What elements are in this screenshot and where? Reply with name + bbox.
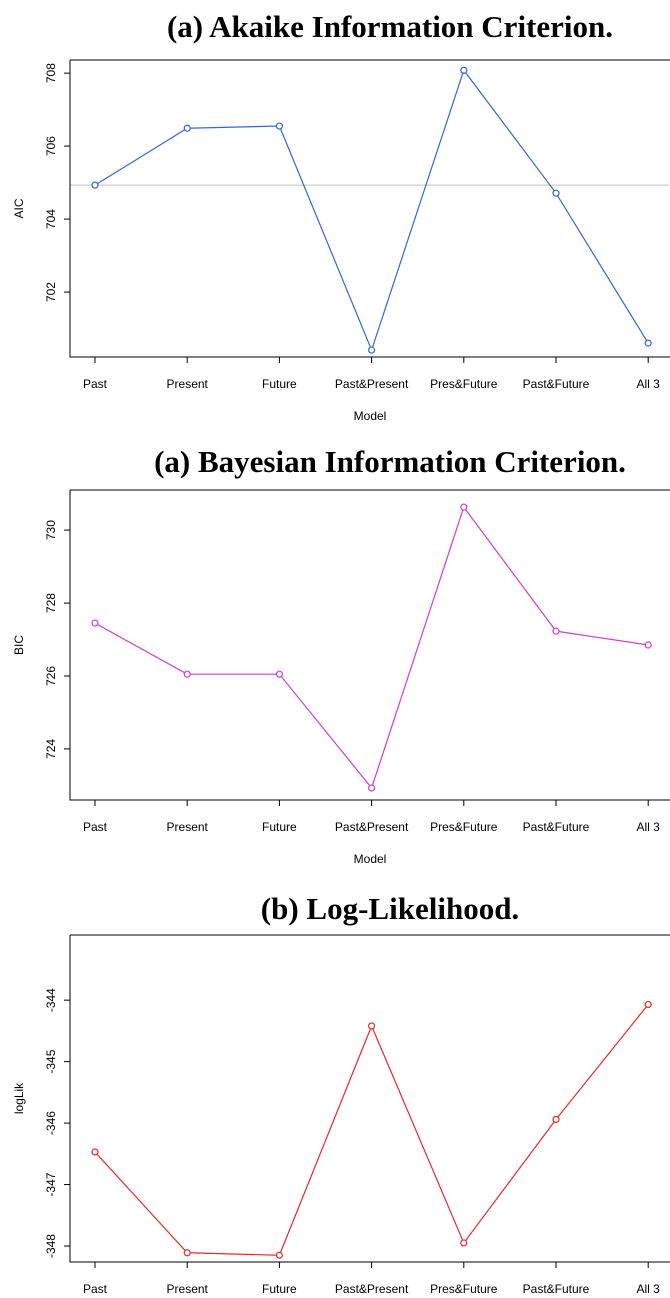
data-point xyxy=(368,346,376,354)
data-point xyxy=(91,1148,99,1156)
data-point xyxy=(91,619,99,627)
data-point xyxy=(275,1251,283,1259)
x-tick-label: Future xyxy=(262,377,297,391)
x-tick-label: Past&Present xyxy=(335,820,409,834)
x-tick-label: All 3 xyxy=(637,820,661,834)
y-tick-label: -347 xyxy=(44,1172,58,1196)
y-tick-label: -346 xyxy=(44,1111,58,1135)
data-point xyxy=(552,627,560,635)
y-tick-label: 726 xyxy=(44,666,58,686)
data-point xyxy=(460,503,468,511)
x-tick-label: Present xyxy=(167,377,209,391)
chart: (a) Bayesian Information Criterion. 724 72… xyxy=(12,444,670,866)
x-tick-label: Future xyxy=(262,820,297,834)
x-tick-label: Past xyxy=(83,820,108,834)
data-point xyxy=(91,181,99,189)
y-axis-label: AIC xyxy=(12,198,26,218)
y-tick-label: -345 xyxy=(44,1049,58,1073)
y-tick-label: 728 xyxy=(44,593,58,613)
series-line xyxy=(94,68,649,352)
x-tick-label: All 3 xyxy=(637,1282,661,1296)
series-line xyxy=(94,1004,649,1256)
plot-frame xyxy=(69,59,670,358)
y-tick-label: 702 xyxy=(44,282,58,302)
x-tick-label: Past&Future xyxy=(523,377,590,391)
y-tick-label: 724 xyxy=(44,739,58,759)
x-tick-label: Past&Present xyxy=(335,377,409,391)
data-point xyxy=(552,1115,560,1123)
x-axis-label: Model xyxy=(354,852,387,866)
data-point xyxy=(183,670,191,678)
data-point xyxy=(552,189,560,197)
x-tick-label: Pres&Future xyxy=(430,377,498,391)
y-tick-label: 706 xyxy=(44,136,58,156)
x-tick-label: Pres&Future xyxy=(430,1282,498,1296)
x-tick-label: Present xyxy=(167,820,209,834)
x-tick-label: Future xyxy=(262,1282,297,1296)
data-point xyxy=(644,1000,652,1009)
data-point xyxy=(644,339,652,347)
chart: (a) Akaike Information Criterion. 702 704 7… xyxy=(12,9,670,423)
x-tick-label: Past&Future xyxy=(523,1282,590,1296)
y-axis-label: BIC xyxy=(12,635,26,655)
x-axis-label: Model xyxy=(354,409,387,423)
x-tick-label: Present xyxy=(167,1282,209,1296)
x-tick-label: Past xyxy=(83,1282,108,1296)
y-tick-label: -348 xyxy=(44,1234,58,1258)
x-tick-label: Past&Future xyxy=(523,820,590,834)
data-point xyxy=(644,641,652,649)
data-point xyxy=(460,66,468,74)
chart-title: (a) Bayesian Information Criterion. xyxy=(154,444,626,479)
y-tick-label: 730 xyxy=(44,520,58,540)
plot-frame xyxy=(69,934,670,1263)
data-point xyxy=(275,670,283,678)
data-point xyxy=(275,122,283,130)
data-point xyxy=(368,784,376,792)
x-tick-label: Pres&Future xyxy=(430,820,498,834)
data-point xyxy=(368,1022,376,1030)
y-tick-label: 708 xyxy=(44,63,58,83)
y-tick-label: 704 xyxy=(44,209,58,229)
x-tick-label: Past&Present xyxy=(335,1282,409,1296)
plot-frame xyxy=(69,489,670,801)
data-point xyxy=(183,124,191,132)
chart: (b) Log-Likelihood. -348 -347 -346 -345 -344 P… xyxy=(12,891,670,1296)
series-line xyxy=(94,505,649,790)
x-tick-label: All 3 xyxy=(637,377,661,391)
chart-title: (a) Akaike Information Criterion. xyxy=(167,9,613,44)
data-point xyxy=(460,1239,468,1247)
chart-title: (b) Log-Likelihood. xyxy=(261,891,519,926)
y-tick-label: -344 xyxy=(44,988,58,1012)
y-axis-label: logLik xyxy=(12,1082,26,1114)
x-tick-label: Past xyxy=(83,377,108,391)
data-point xyxy=(183,1249,191,1257)
